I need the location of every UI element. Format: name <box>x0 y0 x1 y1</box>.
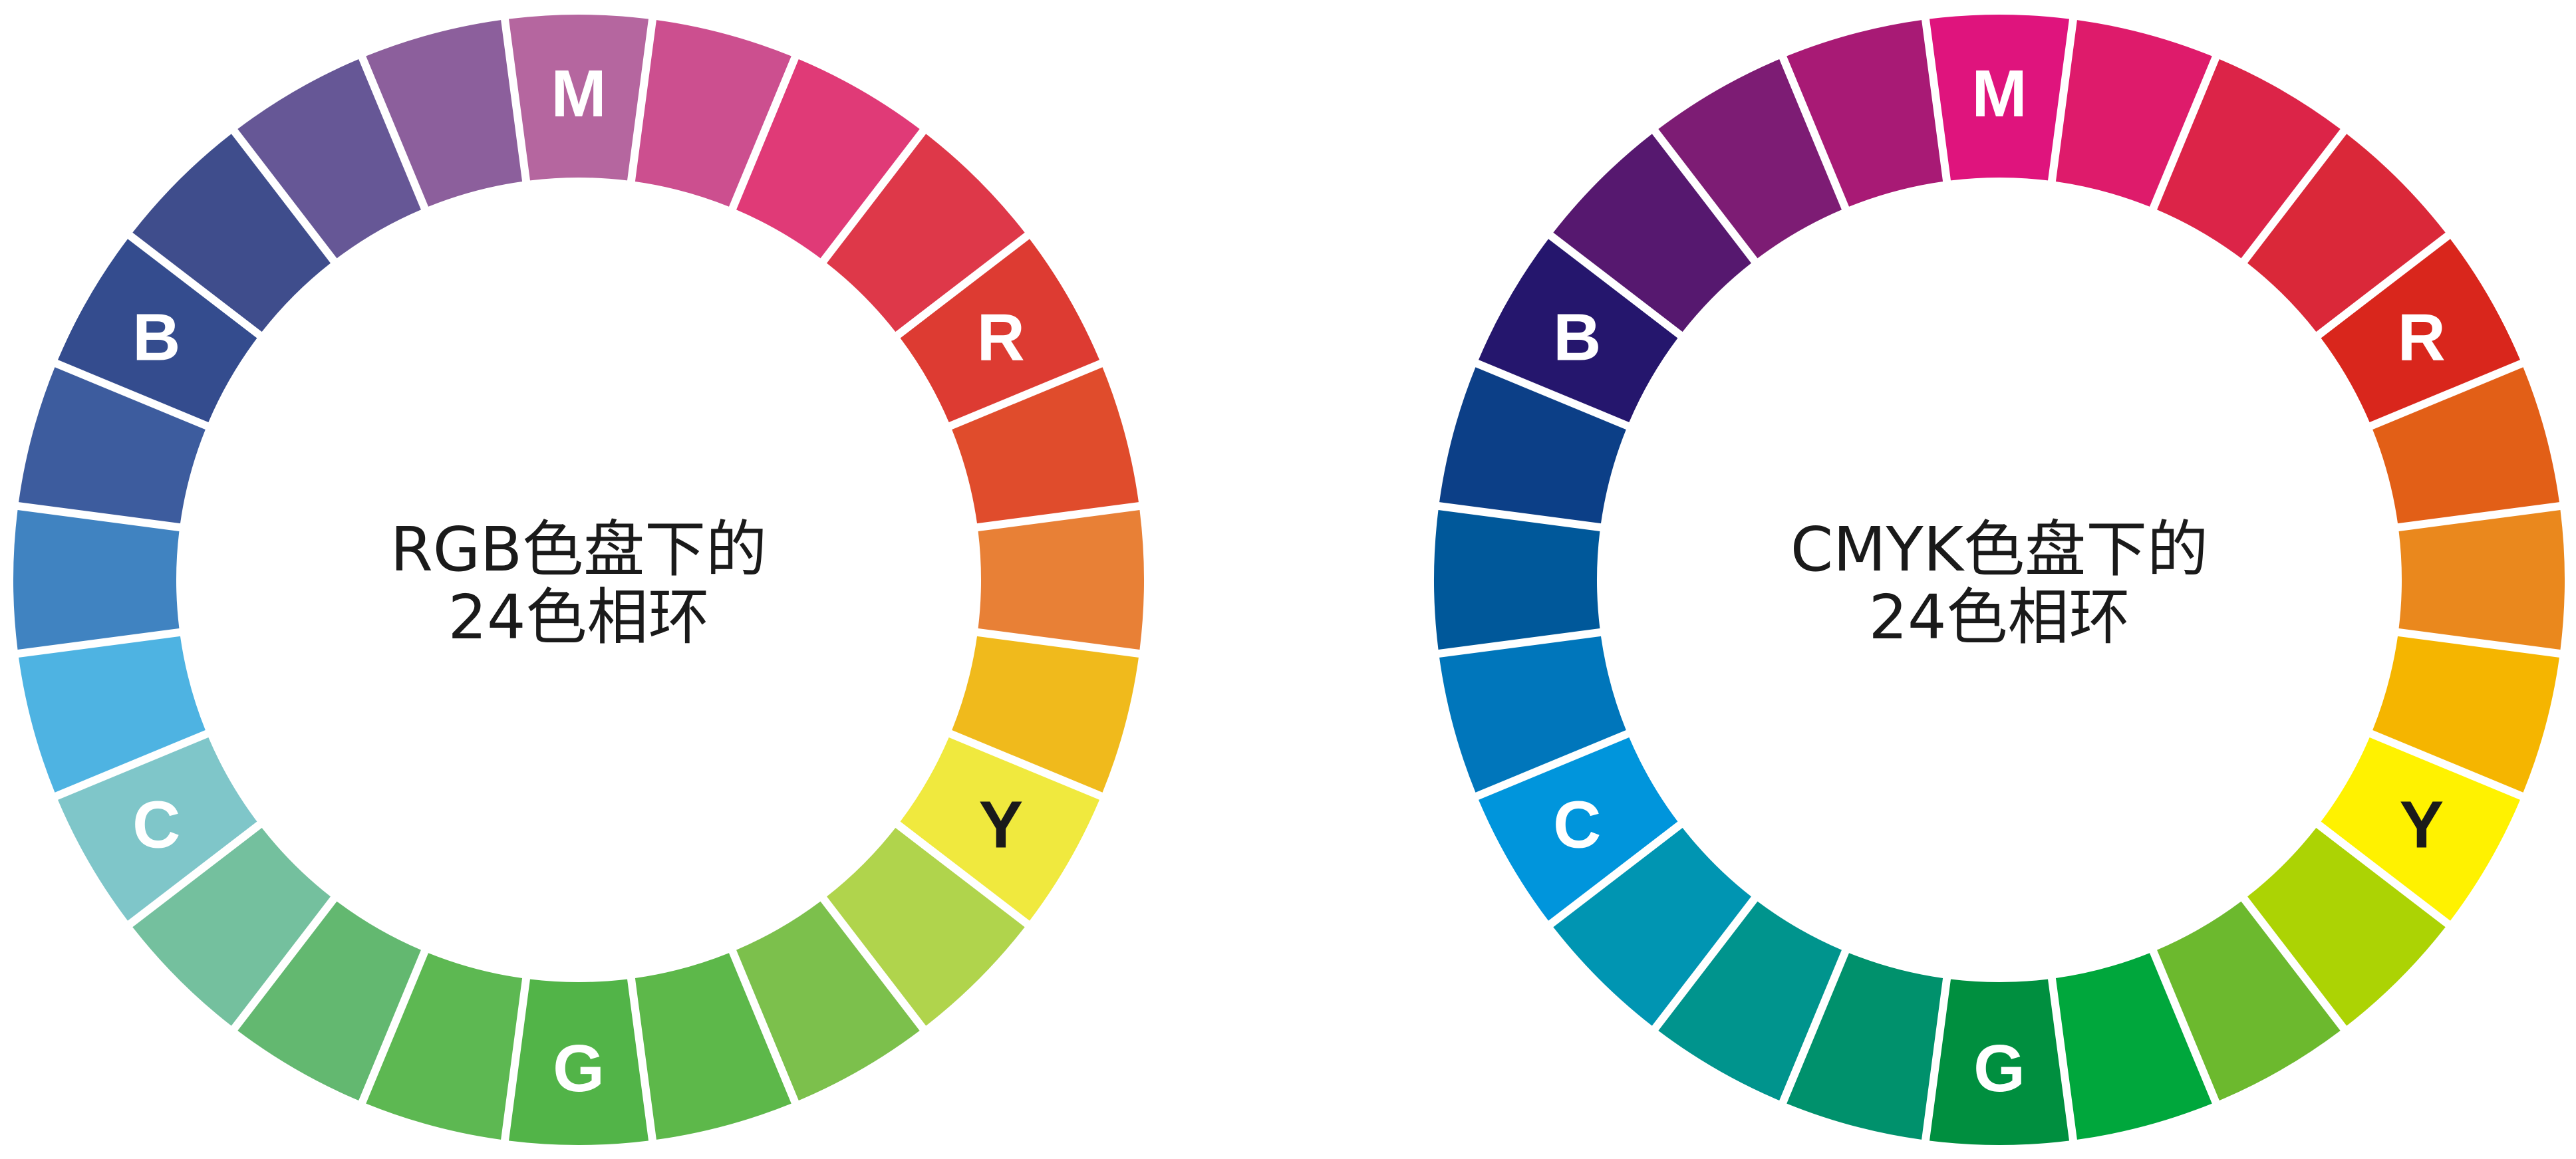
hue-label-r: R <box>2398 301 2446 375</box>
hue-label-m: M <box>551 57 606 131</box>
hue-segment <box>58 737 257 921</box>
hue-segment <box>19 367 206 524</box>
hue-segment <box>2247 828 2446 1026</box>
hue-segment <box>2321 239 2520 422</box>
hue-segment <box>366 20 523 207</box>
hue-label-y: Y <box>2399 788 2444 862</box>
hue-segment <box>2321 737 2520 921</box>
hue-segment <box>366 953 523 1140</box>
hue-segment <box>1439 367 1626 524</box>
hue-segment <box>635 953 791 1140</box>
hue-segment <box>1787 953 1943 1140</box>
hue-segment <box>2157 901 2341 1100</box>
hue-segment <box>2247 134 2446 332</box>
hue-segment <box>509 979 648 1145</box>
hue-segment <box>2157 59 2341 259</box>
hue-segment <box>1787 20 1943 207</box>
hue-segment <box>2372 367 2559 524</box>
hue-label-c: C <box>132 788 180 862</box>
hue-segment <box>1553 828 1751 1026</box>
hue-label-g: G <box>1973 1031 2025 1106</box>
hue-segment <box>635 20 791 207</box>
hue-segment <box>132 828 331 1026</box>
hue-segment <box>2055 20 2212 207</box>
hue-label-b: B <box>132 301 180 375</box>
rgb-color-wheel: M R Y G C B <box>13 14 1144 1145</box>
hue-segment <box>1553 134 1751 332</box>
hue-segment <box>952 636 1139 793</box>
hue-segment <box>1930 979 2069 1145</box>
hue-label-b: B <box>1553 301 1601 375</box>
rgb-wheel-title-line2: 24色相环 <box>448 582 709 653</box>
hue-segment <box>2372 636 2559 793</box>
hue-label-y: Y <box>978 788 1023 862</box>
hue-label-g: G <box>553 1031 605 1106</box>
hue-segment <box>1434 510 1600 650</box>
hue-segment <box>58 239 257 422</box>
hue-segment <box>736 59 920 259</box>
hue-segment <box>1479 737 1678 921</box>
cmyk-wheel-title-line2: 24色相环 <box>1868 582 2130 653</box>
hue-segment <box>900 239 1099 422</box>
hue-segment <box>1658 59 1842 259</box>
hue-segment <box>509 14 648 181</box>
hue-segment <box>2055 953 2212 1140</box>
cmyk-color-wheel: M R Y G C B <box>1434 14 2565 1145</box>
hue-label-c: C <box>1553 788 1601 862</box>
hue-segment <box>827 134 1025 332</box>
hue-label-r: R <box>977 301 1025 375</box>
hue-segment <box>1439 636 1626 793</box>
hue-segment <box>827 828 1025 1026</box>
rgb-wheel-title-line1: RGB色盘下的 <box>390 514 767 585</box>
hue-segment <box>237 59 421 259</box>
hue-segment <box>132 134 331 332</box>
hue-label-m: M <box>1971 57 2027 131</box>
hue-segment <box>2398 510 2565 650</box>
hue-segment <box>952 367 1139 524</box>
hue-segment <box>19 636 206 793</box>
hue-segment <box>13 510 180 650</box>
hue-segment <box>900 737 1099 921</box>
hue-segment <box>1930 14 2069 181</box>
cmyk-wheel-title-line1: CMYK色盘下的 <box>1790 514 2208 585</box>
hue-segment <box>1658 901 1842 1100</box>
hue-segment <box>1479 239 1678 422</box>
hue-segment <box>237 901 421 1100</box>
hue-segment <box>978 510 1144 650</box>
hue-segment <box>736 901 920 1100</box>
